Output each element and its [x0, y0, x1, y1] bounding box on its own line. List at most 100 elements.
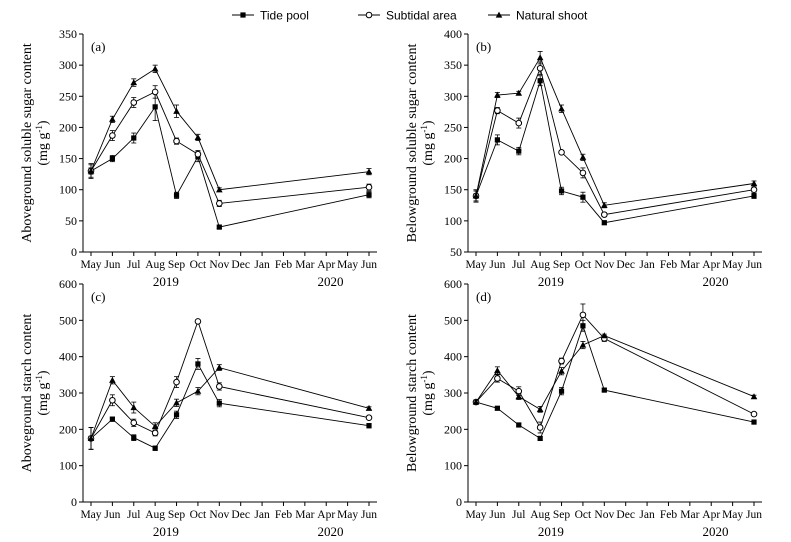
y-tick-label: 50	[450, 245, 462, 259]
data-point	[365, 183, 373, 191]
x-tick-label: Mar	[680, 509, 699, 521]
series-line	[475, 314, 755, 429]
y-tick-label: 150	[444, 183, 462, 197]
series-subtidal-area	[472, 61, 758, 218]
data-point	[152, 104, 158, 110]
legend-label: Subtidal area	[386, 9, 457, 23]
data-point	[558, 105, 565, 112]
series-line	[90, 68, 370, 191]
y-tick-label: 200	[59, 422, 77, 436]
data-point	[87, 435, 95, 442]
y-axis-unit-main: (mg g	[36, 383, 51, 416]
y-axis-unit: (mg g-1)	[419, 370, 436, 416]
data-point	[558, 367, 565, 374]
data-point	[515, 119, 523, 127]
series-subtidal-area	[87, 85, 373, 207]
data-point	[194, 387, 202, 394]
y-axis-unit-close: )	[421, 120, 436, 125]
x-tick-label: Oct	[190, 259, 207, 271]
data-point	[536, 405, 544, 412]
x-tick-label: Apr	[317, 259, 335, 271]
data-point	[109, 155, 115, 162]
x-tick-label: Dec	[616, 259, 635, 271]
y-tick-label: 0	[71, 245, 77, 259]
x-tick-label: Jun	[746, 259, 762, 271]
x-tick-label: May	[337, 509, 358, 521]
year-label-2020: 2020	[703, 274, 729, 289]
x-tick-label: Sep	[168, 259, 186, 271]
data-point	[216, 200, 223, 207]
panel-label: (b)	[476, 39, 491, 54]
data-point	[131, 435, 137, 441]
y-tick-label: 500	[59, 313, 77, 327]
x-tick-label: Dec	[616, 509, 635, 521]
data-point	[601, 387, 607, 393]
x-tick-label: Sep	[168, 509, 186, 521]
y-tick-label: 300	[59, 58, 77, 72]
x-tick-label: Mar	[295, 259, 314, 271]
series-natural-shoot	[87, 364, 373, 450]
data-point	[558, 149, 565, 156]
legend-label: Tide pool	[260, 9, 309, 23]
y-tick-label: 600	[59, 277, 77, 291]
data-point	[472, 192, 480, 199]
series-line	[90, 320, 370, 439]
y-tick-label: 100	[444, 214, 462, 228]
x-tick-label: Jun	[361, 259, 377, 271]
x-tick-label: Feb	[660, 259, 678, 271]
data-point	[515, 387, 523, 395]
data-point	[750, 180, 758, 187]
y-tick-label: 500	[444, 313, 462, 327]
data-point	[601, 332, 608, 339]
x-tick-label: Jul	[512, 259, 525, 271]
x-tick-label: Jul	[127, 259, 140, 271]
series-natural-shoot	[472, 332, 758, 413]
y-tick-label: 0	[456, 495, 462, 509]
y-axis-unit-sup: -1	[34, 375, 44, 383]
panel-label: (d)	[476, 289, 491, 304]
panel-label: (c)	[91, 289, 105, 304]
data-point	[536, 54, 544, 61]
x-tick-label: May	[80, 509, 101, 521]
y-tick-label: 350	[59, 27, 77, 41]
data-point	[558, 357, 565, 365]
data-point	[216, 186, 223, 193]
data-point	[494, 375, 501, 382]
data-point	[195, 361, 201, 367]
x-tick-label: May	[465, 509, 486, 521]
x-tick-label: Sep	[553, 509, 571, 521]
data-point	[173, 107, 180, 114]
legend: Tide pool Subtidal area Natural shoot	[232, 9, 588, 23]
y-tick-label: 250	[444, 120, 462, 134]
x-tick-label: Jan	[254, 509, 270, 521]
y-tick-label: 200	[444, 152, 462, 166]
y-axis-unit: (mg g-1)	[34, 370, 51, 416]
y-tick-label: 100	[59, 183, 77, 197]
series-tide-pool	[88, 92, 372, 230]
y-axis-unit-sup: -1	[419, 375, 429, 383]
series-line	[475, 324, 755, 440]
legend-item-tide-pool: Tide pool	[232, 9, 309, 23]
series-tide-pool	[88, 358, 372, 451]
x-tick-label: Aug	[145, 509, 165, 521]
data-point	[580, 194, 586, 200]
data-point	[365, 404, 373, 411]
series-line	[475, 66, 755, 216]
data-point	[516, 422, 522, 428]
y-tick-label: 400	[444, 27, 462, 41]
x-tick-label: Nov	[594, 259, 614, 271]
y-tick-label: 600	[444, 277, 462, 291]
data-point	[109, 416, 115, 422]
series-subtidal-area	[87, 318, 373, 450]
data-point	[472, 398, 480, 405]
y-axis-unit-sup: -1	[419, 125, 429, 133]
data-point	[151, 423, 159, 430]
x-tick-label: Feb	[275, 509, 293, 521]
x-tick-label: Apr	[317, 509, 335, 521]
data-point	[151, 65, 159, 72]
x-tick-label: Dec	[231, 259, 250, 271]
data-point	[601, 211, 608, 218]
